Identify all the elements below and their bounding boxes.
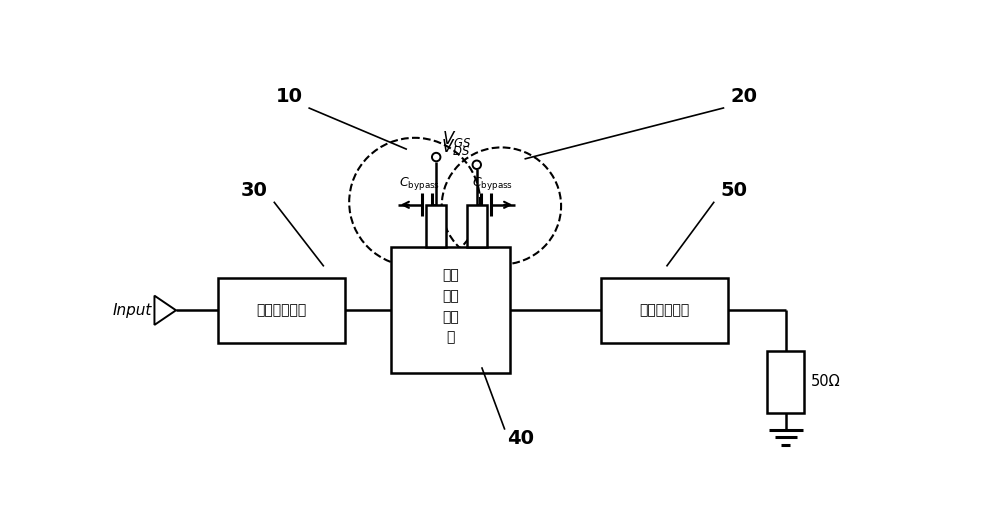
Text: 50: 50	[721, 181, 748, 200]
Text: Input: Input	[113, 303, 152, 318]
Bar	[601, 278, 728, 342]
Bar	[767, 351, 804, 413]
Text: 50Ω: 50Ω	[810, 375, 840, 389]
Bar	[467, 205, 487, 247]
Text: 输出匹配网络: 输出匹配网络	[639, 304, 690, 317]
Text: 30: 30	[241, 181, 268, 200]
Text: 10: 10	[276, 87, 303, 106]
Text: $V_{DS}$: $V_{DS}$	[441, 137, 471, 157]
Text: 功率
放大
晶体
管: 功率 放大 晶体 管	[442, 269, 459, 345]
Text: $V_{GS}$: $V_{GS}$	[442, 129, 472, 149]
Bar	[391, 247, 510, 373]
Text: 输入匹配网络: 输入匹配网络	[257, 304, 307, 317]
Text: 20: 20	[730, 87, 757, 106]
Text: $C_{\mathrm{bypass}}$: $C_{\mathrm{bypass}}$	[399, 175, 440, 191]
Bar	[426, 205, 446, 247]
Text: $C_{\mathrm{bypass}}$: $C_{\mathrm{bypass}}$	[472, 175, 513, 191]
Bar	[218, 278, 345, 342]
Text: 40: 40	[507, 429, 534, 448]
